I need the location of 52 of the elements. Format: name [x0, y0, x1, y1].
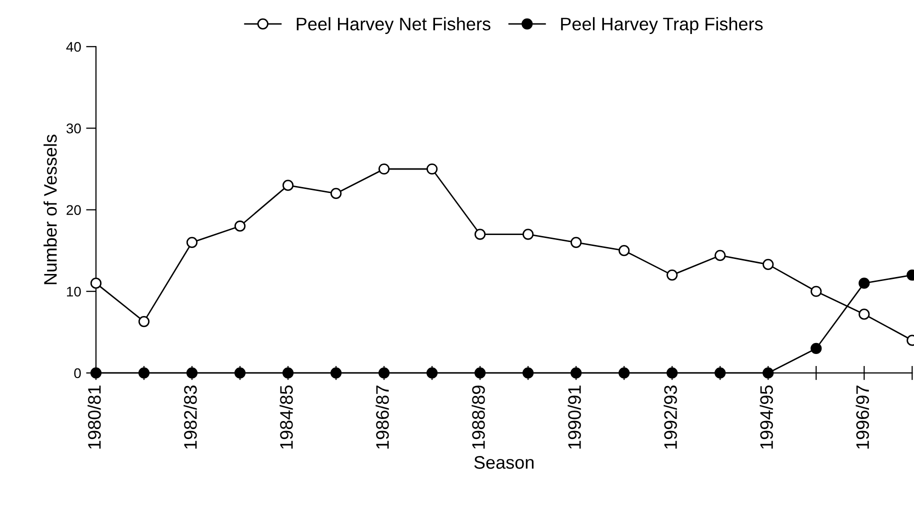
point [186, 236, 198, 248]
point [138, 316, 150, 328]
y-tick-label: 40 [66, 42, 81, 52]
point [810, 342, 822, 354]
x-tick-label: 1996/97 [856, 386, 870, 449]
x-tick-label: 1988/89 [472, 386, 485, 449]
x-tick-label: 1990/91 [568, 386, 581, 449]
y-tick-label: 20 [66, 205, 81, 215]
point [858, 278, 870, 289]
x-tick-label: 1994/95 [760, 386, 773, 449]
point [330, 367, 342, 379]
point [618, 367, 630, 379]
y-tick-label: 10 [67, 286, 81, 297]
x-tick-label: 1982/83 [184, 386, 197, 449]
point [90, 367, 102, 379]
point [522, 228, 534, 240]
point [186, 367, 198, 379]
x-tick-label: 1984/85 [280, 386, 293, 449]
point [474, 367, 486, 379]
point [666, 270, 678, 281]
x-axis-title: Season [474, 456, 534, 469]
point [474, 228, 486, 240]
point [762, 367, 774, 379]
x-tick-label: 1980/81 [88, 386, 101, 449]
point [858, 308, 870, 320]
point [762, 258, 774, 270]
point [426, 163, 438, 175]
point [90, 278, 102, 289]
point [426, 367, 438, 379]
point [810, 286, 822, 297]
point [666, 367, 678, 379]
y-axis-title: Number of Vessels [44, 134, 57, 284]
point [570, 236, 582, 248]
point [282, 180, 294, 191]
point [618, 245, 630, 256]
legend-label: Peel Harvey Trap Fishers [561, 17, 763, 34]
point [714, 367, 726, 379]
point [282, 367, 294, 379]
point [234, 220, 246, 232]
point [570, 367, 582, 379]
point [330, 188, 342, 200]
point [378, 367, 390, 379]
x-tick-label: 1986/87 [376, 386, 389, 449]
point [378, 163, 390, 175]
y-tick-label: 0 [74, 368, 81, 378]
point [138, 367, 150, 379]
point [522, 367, 534, 379]
point [714, 250, 726, 262]
x-tick-label: 1992/93 [664, 386, 677, 449]
legend-label: Peel Harvey Net Fishers [296, 17, 490, 34]
y-tick-label: 30 [66, 124, 81, 134]
point [234, 367, 246, 379]
